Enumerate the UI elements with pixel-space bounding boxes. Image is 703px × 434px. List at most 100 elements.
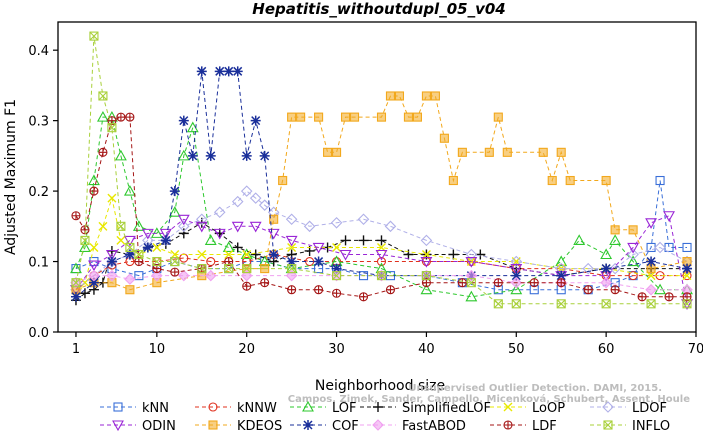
data-point: [197, 264, 207, 274]
data-point: [70, 262, 82, 274]
data-point: [646, 256, 657, 267]
legend-item-cof: COF: [290, 419, 359, 434]
data-point: [376, 112, 387, 122]
data-point: [420, 283, 433, 295]
data-point: [96, 110, 109, 122]
data-point: [268, 249, 279, 260]
data-point: [547, 175, 557, 186]
data-point: [107, 116, 117, 126]
series-line-inflo: [75, 36, 687, 305]
data-point: [241, 150, 252, 161]
chart-title: Hepatitis_withoutdupl_05_v04: [252, 0, 505, 18]
series-line-kdeos: [75, 95, 688, 291]
data-point: [529, 278, 539, 288]
data-point: [79, 288, 90, 299]
legend-label: LOF: [332, 401, 357, 416]
data-point: [213, 228, 226, 240]
data-point: [178, 115, 189, 126]
data-point: [332, 271, 342, 281]
data-point: [195, 213, 208, 226]
legend-label: LoOP: [532, 401, 565, 416]
x-tick-label: 60: [598, 342, 615, 357]
data-point: [358, 292, 369, 302]
data-point: [287, 264, 297, 274]
legend-item-simplifiedlof: SimplifiedLOF: [360, 401, 491, 416]
legend-label: INFLO: [632, 419, 670, 434]
data-point: [421, 91, 431, 101]
data-point: [89, 186, 99, 196]
data-point: [510, 264, 523, 275]
data-point: [116, 235, 126, 245]
data-point: [511, 299, 521, 309]
legend-item-ldof: LDOF: [590, 401, 667, 416]
data-point: [170, 267, 180, 277]
data-point: [430, 91, 440, 101]
series-cof: [70, 66, 693, 302]
legend-item-fastabod: FastABOD: [360, 419, 466, 434]
data-point: [197, 250, 207, 259]
data-point: [296, 112, 306, 122]
data-point: [196, 66, 207, 77]
data-point: [232, 242, 243, 253]
data-point: [323, 147, 333, 157]
data-point: [232, 66, 243, 77]
data-point: [287, 285, 297, 295]
data-point: [403, 112, 414, 122]
data-point: [224, 250, 234, 259]
data-point: [152, 256, 162, 267]
data-point: [582, 262, 594, 275]
legend-label: LDOF: [632, 401, 667, 416]
x-tick-label: 70: [688, 342, 703, 357]
data-point: [107, 123, 117, 133]
data-point: [682, 242, 692, 253]
data-point: [627, 255, 640, 267]
data-point: [287, 112, 297, 122]
series-inflo: [71, 31, 692, 309]
data-point: [332, 242, 342, 252]
data-point: [556, 147, 566, 157]
data-point: [177, 214, 190, 226]
data-point: [601, 175, 611, 186]
data-point: [628, 225, 638, 235]
legend-label: FastABOD: [402, 419, 466, 434]
data-point: [259, 150, 270, 161]
data-point: [151, 269, 163, 282]
legend-item-kdeos: KDEOS: [195, 419, 282, 434]
data-point: [600, 276, 612, 289]
data-point: [330, 217, 343, 229]
x-tick-label: 10: [149, 342, 166, 357]
data-point: [340, 235, 351, 246]
data-point: [107, 193, 117, 203]
data-point: [250, 115, 261, 126]
data-point: [222, 241, 235, 253]
series-layer: [70, 31, 693, 310]
data-point: [601, 263, 612, 274]
series-odin: [70, 211, 693, 310]
data-point: [385, 91, 396, 101]
legend-item-knnw: kNNW: [195, 401, 277, 416]
data-point: [465, 256, 478, 268]
data-point: [231, 195, 244, 208]
data-point: [71, 211, 81, 221]
y-tick-label: 0.2: [28, 185, 49, 200]
data-point: [439, 133, 449, 143]
data-point: [502, 147, 512, 157]
data-point: [125, 285, 135, 295]
x-tick-label: 20: [238, 342, 255, 357]
data-point: [258, 199, 271, 211]
data-point: [285, 213, 298, 226]
data-point: [169, 186, 180, 197]
data-point: [214, 66, 225, 77]
data-point: [170, 256, 180, 267]
data-point: [242, 250, 252, 259]
data-point: [403, 249, 414, 260]
data-point: [70, 291, 81, 302]
data-point: [88, 277, 99, 288]
data-point: [124, 249, 135, 260]
data-point: [637, 292, 647, 302]
data-point: [312, 242, 325, 254]
data-point: [141, 228, 154, 240]
data-point: [332, 288, 342, 298]
data-point: [663, 211, 675, 222]
data-point: [205, 150, 216, 161]
